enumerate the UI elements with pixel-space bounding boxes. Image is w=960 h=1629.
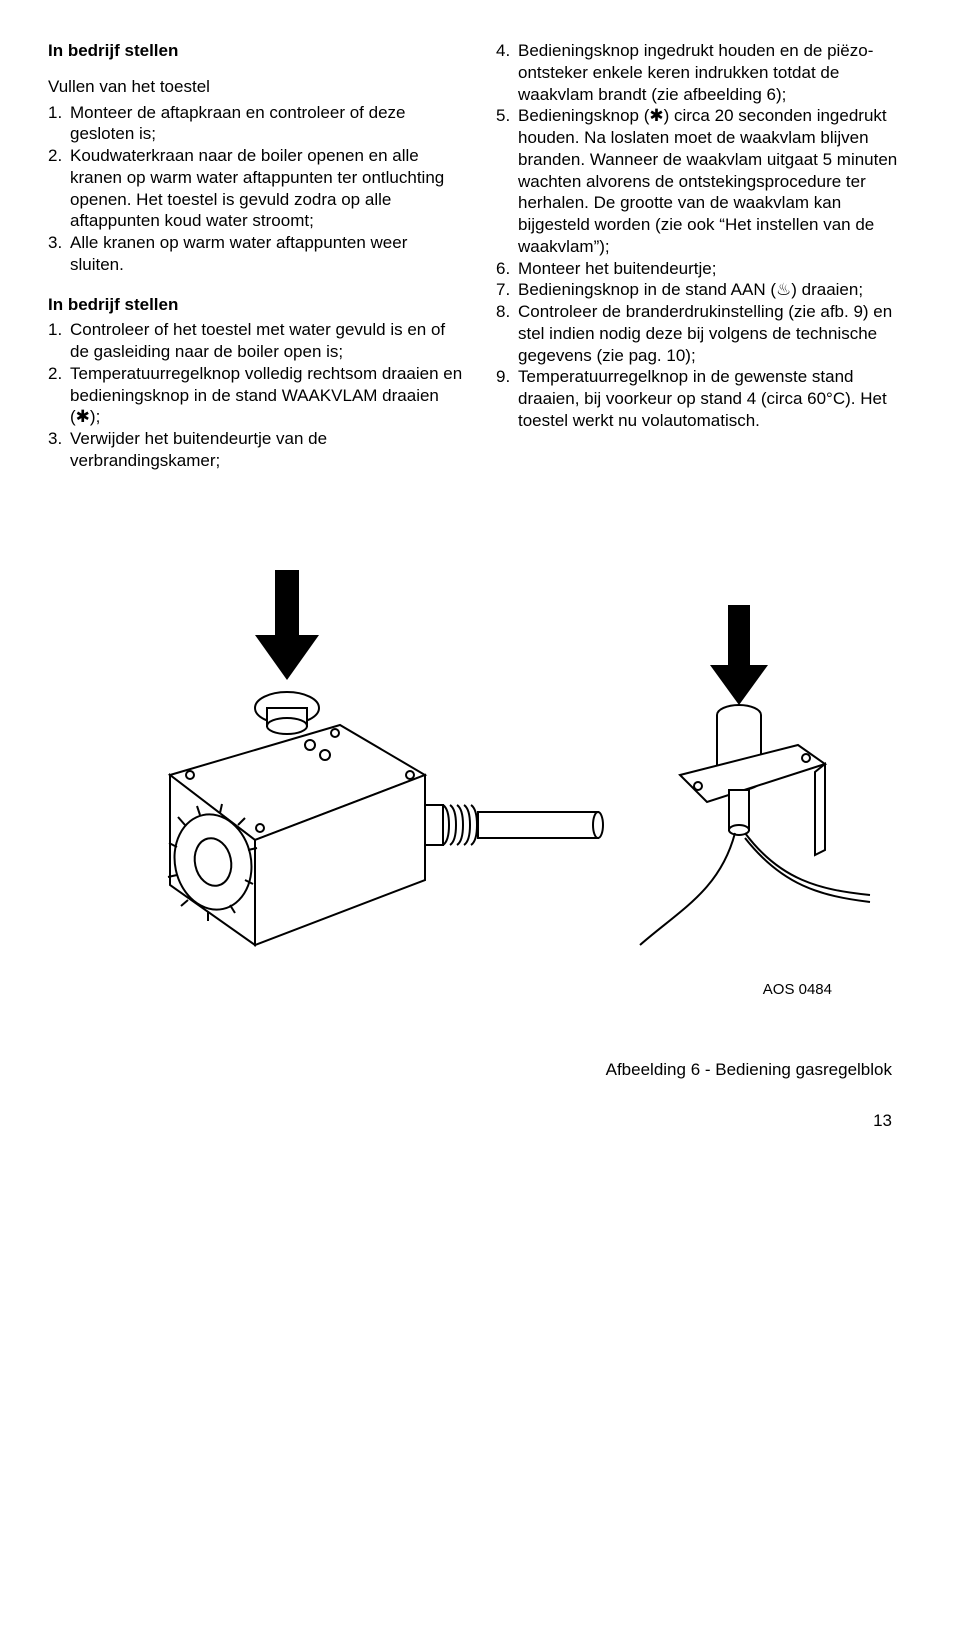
list-item: 6. Monteer het buitendeurtje; — [496, 258, 912, 280]
item-text: Alle kranen op warm water aftappunten we… — [70, 232, 464, 276]
list-item: 8. Controleer de branderdrukinstelling (… — [496, 301, 912, 366]
gas-control-diagram-icon — [80, 550, 880, 950]
item-text: Monteer het buitendeurtje; — [518, 258, 912, 280]
item-number: 8. — [496, 301, 518, 366]
illustration — [48, 550, 912, 950]
list-item: 9. Temperatuurregelknop in de gewenste s… — [496, 366, 912, 431]
section2-list: 1. Controleer of het toestel met water g… — [48, 319, 464, 471]
item-text: Controleer de branderdrukinstelling (zie… — [518, 301, 912, 366]
left-column: In bedrijf stellen Vullen van het toeste… — [48, 40, 464, 490]
item-number: 5. — [496, 105, 518, 257]
two-column-layout: In bedrijf stellen Vullen van het toeste… — [48, 40, 912, 490]
item-text: Bedieningsknop ingedrukt houden en de pi… — [518, 40, 912, 105]
list-item: 1. Monteer de aftapkraan en controleer o… — [48, 102, 464, 146]
list-item: 7. Bedieningsknop in de stand AAN (♨) dr… — [496, 279, 912, 301]
item-text: Bedieningsknop in de stand AAN (♨) draai… — [518, 279, 912, 301]
section2-title: In bedrijf stellen — [48, 294, 464, 316]
item-number: 4. — [496, 40, 518, 105]
item-number: 1. — [48, 319, 70, 363]
item-number: 3. — [48, 232, 70, 276]
item-text: Verwijder het buitendeurtje van de verbr… — [70, 428, 464, 472]
list-item: 5. Bedieningsknop (✱) circa 20 seconden … — [496, 105, 912, 257]
right-list: 4. Bedieningsknop ingedrukt houden en de… — [496, 40, 912, 432]
item-number: 2. — [48, 145, 70, 232]
list-item: 1. Controleer of het toestel met water g… — [48, 319, 464, 363]
item-text: Bedieningsknop (✱) circa 20 seconden ing… — [518, 105, 912, 257]
item-number: 6. — [496, 258, 518, 280]
list-item: 4. Bedieningsknop ingedrukt houden en de… — [496, 40, 912, 105]
item-text: Temperatuurregelknop volledig rechtsom d… — [70, 363, 464, 428]
right-column: 4. Bedieningsknop ingedrukt houden en de… — [496, 40, 912, 490]
item-text: Koudwaterkraan naar de boiler openen en … — [70, 145, 464, 232]
illustration-code: AOS 0484 — [48, 980, 892, 999]
item-number: 7. — [496, 279, 518, 301]
list-item: 3. Verwijder het buitendeurtje van de ve… — [48, 428, 464, 472]
item-number: 1. — [48, 102, 70, 146]
item-number: 9. — [496, 366, 518, 431]
item-text: Temperatuurregelknop in de gewenste stan… — [518, 366, 912, 431]
caption-block: AOS 0484 Afbeelding 6 - Bediening gasreg… — [48, 980, 912, 1081]
item-text: Monteer de aftapkraan en controleer of d… — [70, 102, 464, 146]
list-item: 3. Alle kranen op warm water aftappunten… — [48, 232, 464, 276]
item-number: 3. — [48, 428, 70, 472]
page-number: 13 — [48, 1110, 912, 1132]
section1-list: 1. Monteer de aftapkraan en controleer o… — [48, 102, 464, 276]
list-item: 2. Koudwaterkraan naar de boiler openen … — [48, 145, 464, 232]
section1-title: Vullen van het toestel — [48, 76, 464, 98]
item-number: 2. — [48, 363, 70, 428]
list-item: 2. Temperatuurregelknop volledig rechtso… — [48, 363, 464, 428]
page-title: In bedrijf stellen — [48, 40, 464, 62]
illustration-caption: Afbeelding 6 - Bediening gasregelblok — [48, 1059, 892, 1081]
item-text: Controleer of het toestel met water gevu… — [70, 319, 464, 363]
